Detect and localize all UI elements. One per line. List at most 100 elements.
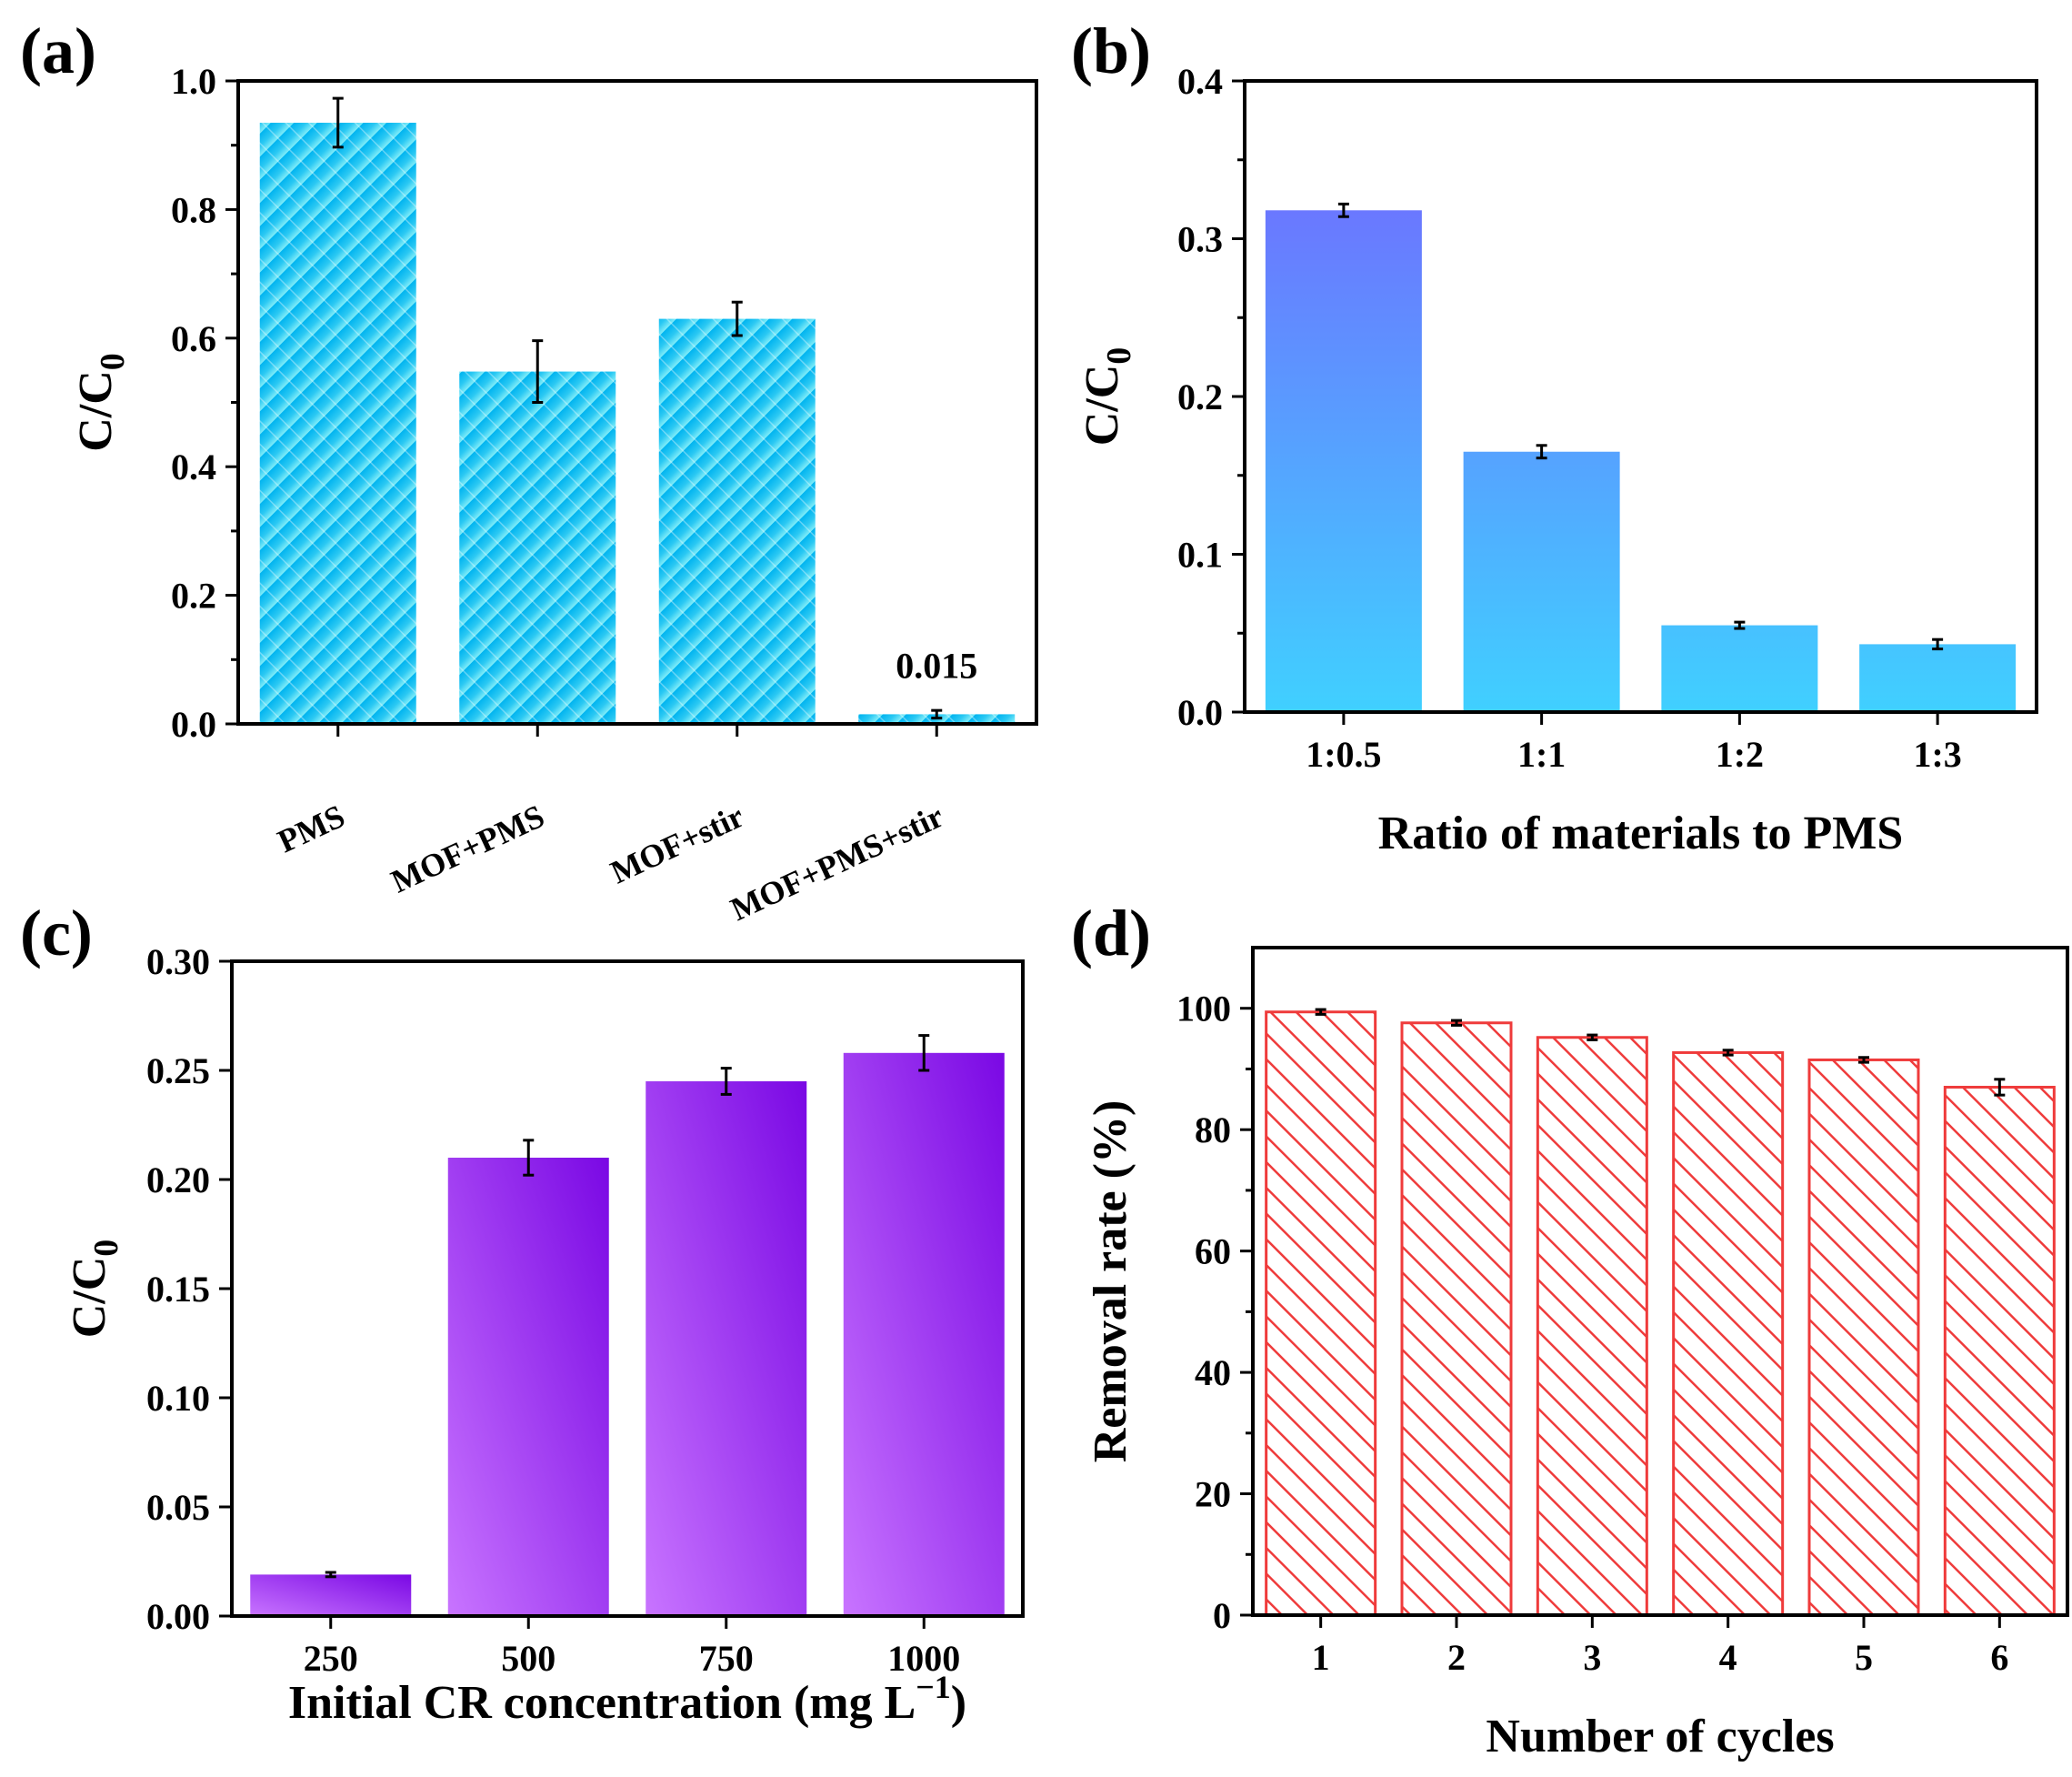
y-axis-title-subscript: 0 [87,1240,125,1257]
error-bar-d-1 [1315,1008,1326,1016]
x-axis-title-text: Ratio of materials to PMS [1378,808,1904,859]
y-tick-label-d: 100 [1176,989,1231,1029]
y-axis-title-subscript: 0 [94,353,132,370]
annotation-label: 0.015 [896,645,977,686]
x-tick-label-c: 250 [304,1638,358,1679]
x-tick-label-a: PMS [272,798,350,859]
panel-label-a: (a) [20,15,96,87]
x-axis-title-d: Number of cycles [1486,1711,1834,1762]
x-tick-label-d: 3 [1583,1637,1601,1678]
y-axis-title-c: C/C0 [64,1240,125,1339]
y-tick-label-b: 0.0 [1177,692,1223,733]
error-bar-d-3 [1587,1033,1598,1041]
x-axis-title-c: Initial CR concentration (mg L−1) [288,1669,966,1729]
panel-a: 0.0 0.2 0.4 0.6 0.8 1.0 PMS MOF+PMS MOF+stirMOF+… [70,61,1038,928]
bar-d-5 [1807,1058,1920,1617]
y-tick-label-c: 0.05 [146,1487,210,1528]
bar-c-3 [646,1081,807,1616]
plot-frame-d [1251,946,2069,1617]
error-bar-b-4 [1932,638,1944,651]
error-bar-d-4 [1722,1049,1734,1057]
error-bar-d-5 [1858,1056,1869,1064]
bar-b-4 [1859,644,2017,712]
y-tick-label-a: 0.8 [171,189,216,230]
y-axis-title-a: C/C0 [70,353,132,452]
bar-b-2 [1463,451,1620,712]
x-tick-label-b: 1:2 [1716,734,1764,775]
bar-c-4 [843,1052,1005,1616]
y-tick-label-b: 0.2 [1177,376,1223,417]
panel-d: 0 20 40 60 80 100 1 2 3 4 5 6 Removal rate (%) Number… [1085,946,2069,1762]
bar-d-3 [1536,1036,1648,1617]
y-tick-label-a: 0.6 [171,318,216,359]
y-tick-label-d: 40 [1195,1352,1231,1393]
x-axis-title-text: Number of cycles [1486,1711,1834,1762]
x-axis-title-b: Ratio of materials to PMS [1378,808,1904,859]
panel-label-b: (b) [1071,15,1151,87]
panel-label-d: (d) [1071,897,1151,969]
error-bar-c-2 [523,1139,535,1177]
error-bar-b-3 [1734,620,1746,630]
bar-a-3 [658,318,816,724]
y-tick-label-c: 0.30 [146,941,210,982]
bar-c-1 [250,1574,412,1616]
bar-d-6 [1943,1085,2056,1617]
y-axis-title-text: C/C [1076,365,1128,447]
y-tick-label-c: 0.20 [146,1160,210,1200]
error-bar-c-3 [720,1067,732,1096]
bar-d-2 [1400,1021,1513,1617]
x-tick-label-c: 750 [699,1638,754,1679]
y-tick-label-b: 0.1 [1177,535,1223,576]
x-axis-title-superscript: −1 [916,1669,951,1705]
panel-b: 0.0 0.1 0.2 0.3 0.4 1:0.5 1:1 1:2 1:3 C/C0 Ratio o… [1076,61,2038,859]
y-axis-title-text: Removal rate (%) [1085,1100,1136,1463]
y-axis-title-text: C/C [64,1257,115,1339]
error-bar-c-1 [325,1571,336,1579]
x-tick-label-a: MOF+PMS [385,798,549,900]
y-tick-label-a: 0.0 [171,704,216,745]
bar-a-1 [259,122,416,724]
x-tick-label-c: 1000 [887,1638,960,1679]
bar-d-4 [1672,1050,1785,1617]
x-tick-label-d: 1 [1312,1637,1330,1678]
x-tick-label-b: 1:1 [1517,734,1566,775]
x-tick-label-b: 1:0.5 [1306,734,1381,775]
y-axis-title-subscript: 0 [1100,347,1138,365]
panel-label-c: (c) [20,897,93,969]
x-tick-label-d: 4 [1719,1637,1737,1678]
y-tick-label-c: 0.10 [146,1378,210,1419]
y-tick-label-a: 0.4 [171,447,216,487]
y-tick-label-c: 0.25 [146,1050,210,1091]
bar-b-3 [1661,625,1818,712]
y-tick-label-a: 0.2 [171,576,216,617]
bar-d-1 [1265,1010,1377,1617]
error-bar-a-3 [731,300,743,337]
y-tick-label-d: 0 [1213,1595,1231,1636]
x-tick-label-d: 2 [1447,1637,1466,1678]
x-tick-label-c: 500 [501,1638,556,1679]
error-bar-d-6 [1994,1078,2006,1097]
y-tick-label-d: 20 [1195,1474,1231,1515]
error-bar-d-2 [1451,1019,1462,1027]
x-axis-title-end: ) [951,1677,966,1729]
x-tick-label-a: MOF+PMS+stir [725,798,948,928]
bar-a-2 [459,371,616,724]
y-axis-title-text: C/C [70,370,122,452]
y-tick-label-b: 0.4 [1177,61,1223,102]
bar-c-2 [447,1158,609,1616]
error-bar-b-1 [1337,202,1349,218]
error-bar-b-2 [1536,444,1547,460]
x-axis-title-text: Initial CR concentration (mg L [288,1677,916,1729]
error-bar-a-2 [532,339,544,404]
x-tick-label-d: 5 [1855,1637,1873,1678]
error-bar-a-1 [332,96,344,149]
y-tick-label-b: 0.3 [1177,219,1223,260]
x-tick-label-d: 6 [1990,1637,2008,1678]
x-tick-label-a: MOF+stir [605,798,749,890]
y-axis-title-b: C/C0 [1076,347,1138,447]
error-bar-a-4 [931,708,943,720]
error-bar-c-4 [918,1034,930,1072]
x-tick-label-b: 1:3 [1913,734,1961,775]
panel-c: 0.00 0.05 0.10 0.15 0.20 0.25 0.30 250 500 750 100… [64,941,1025,1729]
